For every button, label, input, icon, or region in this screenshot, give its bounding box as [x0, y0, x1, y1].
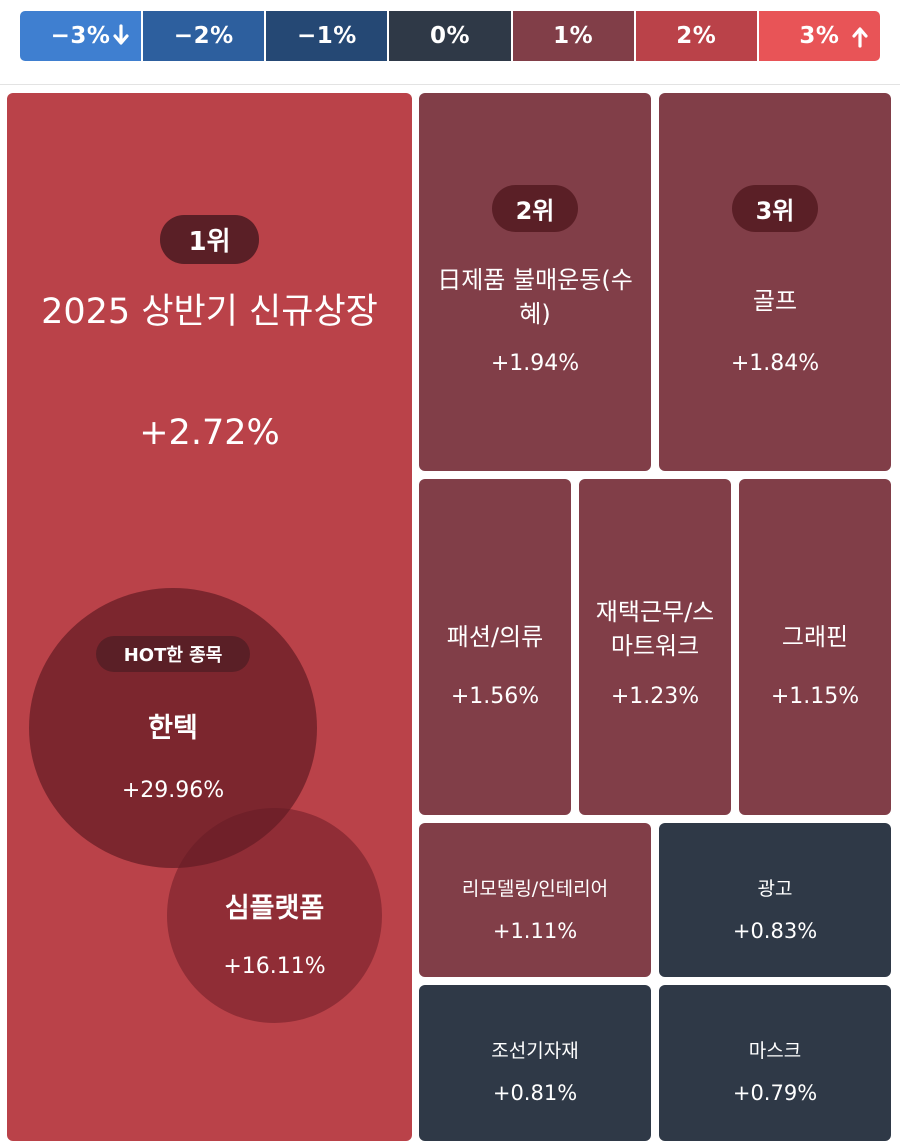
theme-change: +0.83%: [732, 919, 818, 943]
theme-tile[interactable]: 광고 +0.83%: [659, 823, 891, 977]
theme-change: +1.23%: [610, 684, 700, 709]
rank-badge: 2위: [491, 185, 579, 232]
hot-stock-bubble[interactable]: HOT한 종목 한텍 +29.96%: [29, 588, 317, 868]
arrow-up-icon: [852, 27, 868, 48]
legend-plus-1[interactable]: 1%: [512, 11, 634, 61]
theme-name: 골프: [752, 287, 798, 315]
stock-name: 심플랫폼: [224, 893, 325, 924]
theme-tile-rank-2[interactable]: 2위 日제품 불매운동(수혜) +1.94%: [419, 93, 651, 471]
theme-tile-rank-1[interactable]: 1위 2025 상반기 신규상장 +2.72% 심플랫폼 +16.11% HOT…: [7, 93, 412, 1141]
theme-name: 패션/의류: [446, 623, 544, 651]
theme-name: 그래핀: [781, 623, 849, 651]
legend-label: 2%: [676, 23, 717, 49]
theme-tile[interactable]: 마스크 +0.79%: [659, 985, 891, 1141]
theme-change: +1.56%: [450, 684, 540, 709]
change-legend: −3% −2% −1% 0% 1% 2% 3%: [20, 11, 880, 61]
arrow-down-icon: [113, 24, 129, 45]
legend-minus-1[interactable]: −1%: [266, 11, 388, 61]
theme-change: +1.84%: [730, 351, 820, 376]
theme-change: +1.11%: [492, 919, 578, 943]
theme-tile-rank-3[interactable]: 3위 골프 +1.84%: [659, 93, 891, 471]
theme-name: 조선기자재: [491, 1040, 579, 1062]
stock-change: +29.96%: [121, 778, 225, 803]
theme-name: 마스크: [748, 1040, 802, 1062]
legend-label: −2%: [173, 23, 234, 49]
theme-name: 2025 상반기 신규상장: [41, 292, 378, 332]
stock-name: 한텍: [148, 713, 198, 744]
theme-tile[interactable]: 그래핀 +1.15%: [739, 479, 891, 815]
hot-badge: HOT한 종목: [96, 636, 250, 672]
theme-change: +0.79%: [732, 1081, 818, 1105]
legend-label: 0%: [429, 23, 471, 49]
rank-badge: 1위: [160, 215, 259, 264]
divider: [0, 84, 900, 85]
rank-badge: 3위: [731, 185, 819, 232]
theme-name: 재택근무/스마트워크: [595, 598, 715, 660]
legend-label: 3%: [799, 23, 840, 49]
legend-label: −1%: [296, 23, 357, 49]
legend-plus-2[interactable]: 2%: [635, 11, 757, 61]
theme-name: 日제품 불매운동(수혜): [437, 266, 633, 328]
theme-name: 광고: [757, 878, 793, 900]
theme-tile[interactable]: 조선기자재 +0.81%: [419, 985, 651, 1141]
theme-change: +1.94%: [490, 351, 580, 376]
theme-change: +1.15%: [770, 684, 860, 709]
legend-zero[interactable]: 0%: [389, 11, 511, 61]
legend-label: 1%: [553, 23, 594, 49]
legend-minus-3[interactable]: −3%: [20, 11, 142, 61]
legend-minus-2[interactable]: −2%: [143, 11, 265, 61]
theme-tile[interactable]: 재택근무/스마트워크 +1.23%: [579, 479, 731, 815]
theme-tile[interactable]: 패션/의류 +1.56%: [419, 479, 571, 815]
theme-change: +2.72%: [139, 413, 280, 453]
theme-name: 리모델링/인테리어: [461, 878, 609, 900]
stock-change: +16.11%: [223, 954, 326, 979]
legend-plus-3[interactable]: 3%: [758, 11, 880, 61]
theme-change: +0.81%: [492, 1081, 578, 1105]
theme-tile[interactable]: 리모델링/인테리어 +1.11%: [419, 823, 651, 977]
legend-label: −3%: [50, 23, 111, 49]
